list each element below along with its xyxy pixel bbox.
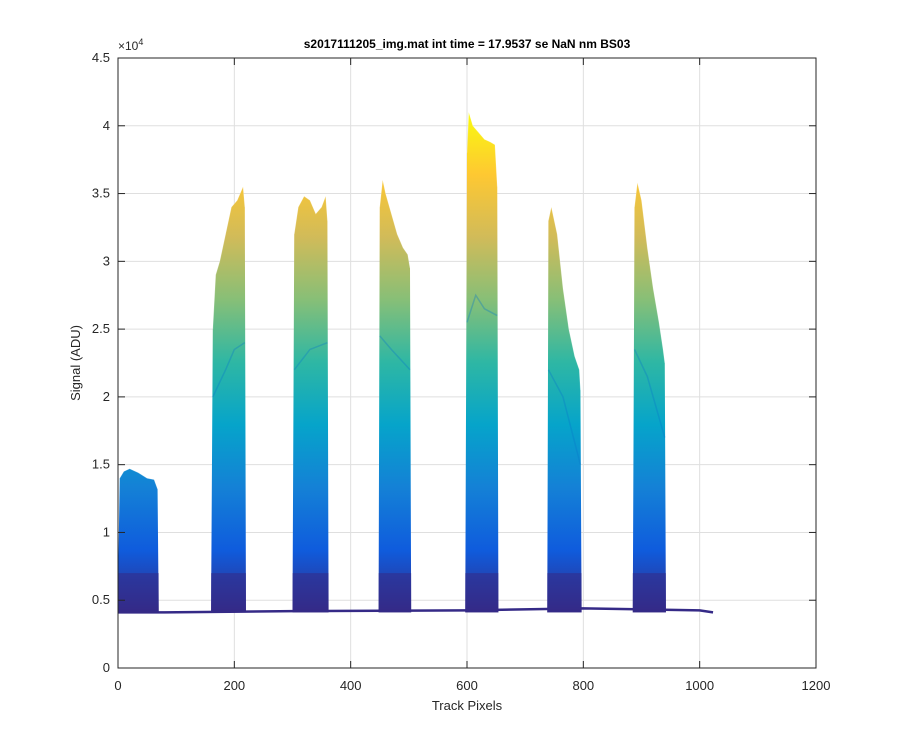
y-tick-label: 2.5: [92, 321, 110, 336]
x-tick-labels: 0 200 400 600 800 1000 1200: [114, 678, 830, 693]
signal-band-edge-4: [379, 179, 411, 269]
signal-band-edge-1: [119, 468, 158, 490]
y-tick-label: 4.5: [92, 50, 110, 65]
inner-ridge-6: [633, 349, 666, 438]
signal-band-edge-7: [634, 182, 666, 364]
signal-band-base-1: [118, 573, 159, 613]
signal-band-5: [465, 112, 499, 613]
signal-band-2: [211, 186, 246, 613]
x-tick-label: 200: [223, 678, 245, 693]
signal-band-edge-6: [548, 207, 581, 391]
x-tick-label: 0: [114, 678, 121, 693]
signal-band-base-5: [465, 573, 499, 613]
inner-ridge-4: [466, 293, 498, 323]
x-tick-label: 1000: [685, 678, 714, 693]
signal-band-base-3: [292, 573, 329, 613]
y-exponent-label: ×104: [118, 37, 143, 53]
y-tick-label: 1: [103, 524, 110, 539]
signal-band-base-6: [547, 573, 582, 613]
y-tick-label: 0: [103, 660, 110, 675]
signal-band-base-4: [378, 573, 412, 613]
y-tick-label: 1.5: [92, 457, 110, 472]
y-tick-label: 3.5: [92, 186, 110, 201]
y-tick-label: 4: [103, 118, 110, 133]
chart-title: s2017111205_img.mat int time = 17.9537 s…: [304, 37, 631, 51]
signal-band-base-7: [632, 573, 666, 613]
y-axis-label: Signal (ADU): [68, 325, 83, 401]
signal-band-6: [547, 207, 582, 613]
signal-band-edge-3: [293, 195, 328, 235]
inner-ridge-3: [379, 335, 411, 371]
inner-ridge-2: [293, 341, 328, 371]
x-tick-label: 1200: [802, 678, 831, 693]
signal-band-7: [632, 182, 666, 613]
x-axis-label: Track Pixels: [432, 698, 503, 713]
signal-band-edge-2: [212, 186, 246, 330]
x-tick-label: 600: [456, 678, 478, 693]
inner-ridge-5: [547, 369, 582, 465]
y-tick-labels: 0 0.5 1 1.5 2 2.5 3 3.5 4 4.5: [92, 50, 110, 675]
axes: [117, 57, 817, 669]
x-tick-label: 400: [340, 678, 362, 693]
data-layer: [118, 112, 714, 614]
y-tick-label: 0.5: [92, 592, 110, 607]
signal-band-4: [378, 180, 412, 613]
y-tick-label: 3: [103, 253, 110, 268]
inner-ridge-1: [212, 342, 246, 398]
signal-band-edge-5: [466, 112, 498, 187]
y-tick-label: 2: [103, 389, 110, 404]
signal-band-base-2: [211, 573, 246, 613]
x-tick-label: 800: [572, 678, 594, 693]
signal-band-3: [292, 196, 329, 613]
